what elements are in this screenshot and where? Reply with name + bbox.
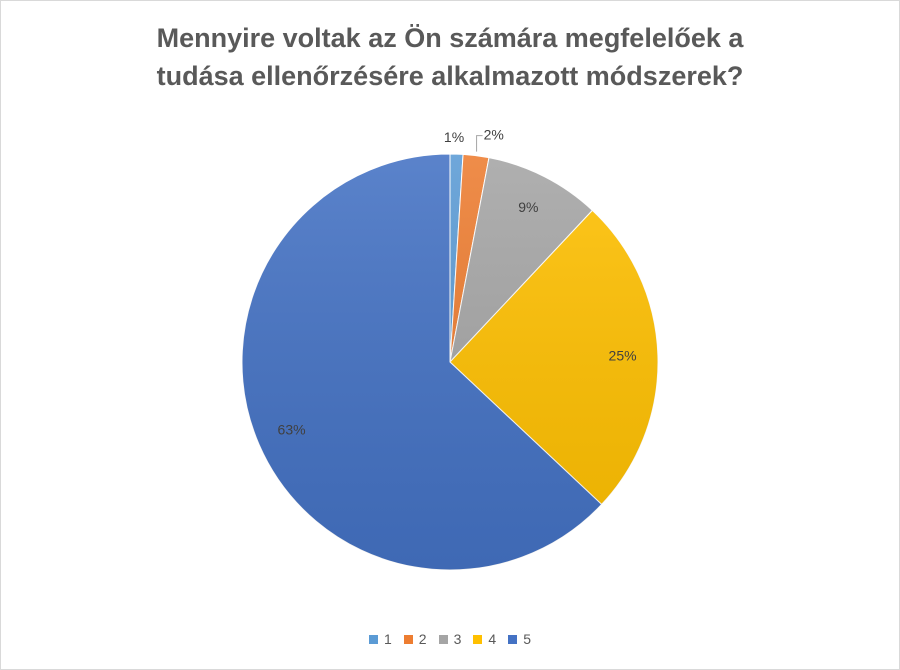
legend-swatch-5	[508, 634, 518, 644]
data-label-2: 2%	[484, 126, 504, 142]
data-label-1: 1%	[444, 129, 464, 145]
legend-swatch-2	[403, 634, 413, 644]
leader-line-2	[476, 135, 483, 152]
data-label-3: 9%	[518, 199, 538, 215]
chart-title-line-1: Mennyire voltak az Ön számára megfelelőe…	[156, 23, 744, 53]
legend-label-1: 1	[384, 631, 392, 647]
data-label-5: 63%	[278, 421, 306, 437]
pie-slices	[241, 153, 659, 571]
legend-item-1: 1	[369, 631, 392, 647]
legend-item-5: 5	[508, 631, 531, 647]
legend-label-3: 3	[453, 631, 462, 647]
legend-item-4: 4	[473, 631, 496, 647]
legend-label-5: 5	[523, 631, 531, 647]
pie-data-labels: 1% 2% 9% 25% 63%	[278, 126, 637, 437]
chart-title: Mennyire voltak az Ön számára megfelelőe…	[1, 19, 899, 95]
data-label-4: 25%	[609, 347, 637, 363]
legend-item-3: 3	[438, 631, 462, 647]
chart-title-line-2: tudása ellenőrzésére alkalmazott módszer…	[156, 61, 744, 91]
legend-swatch-3	[438, 634, 448, 644]
chart-legend: 1 2 3 4 5	[1, 631, 899, 647]
legend-label-2: 2	[418, 631, 427, 647]
legend-label-4: 4	[488, 631, 497, 647]
legend-swatch-1	[369, 634, 378, 644]
legend-item-2: 2	[403, 631, 427, 647]
legend-swatch-4	[473, 634, 483, 644]
